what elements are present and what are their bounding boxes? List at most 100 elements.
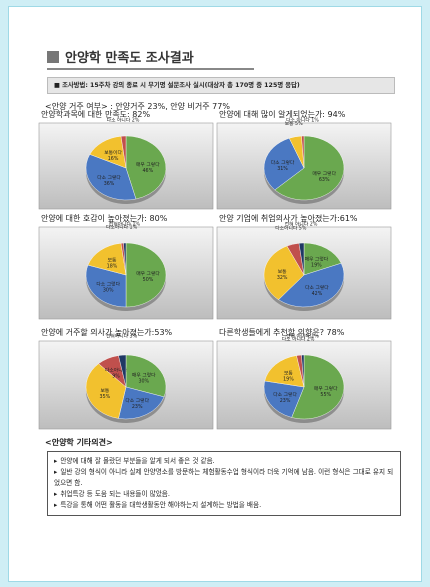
slice-value-label: 5% (299, 226, 307, 232)
slice-category: 다소 그렇다 (125, 397, 149, 404)
slice-value-label: 50% (143, 277, 154, 283)
slice-value-label: 2% (310, 221, 318, 227)
slice-label: 다소 아니다 2% (282, 336, 315, 343)
slice-value-label: 36% (104, 181, 115, 187)
pie-slice (87, 243, 127, 276)
slice-category: 다소 그렇다 (96, 280, 120, 287)
slice-category: 보통이다 (104, 149, 122, 156)
slice-value-label: 16% (108, 156, 119, 162)
slice-category: 다소아니다 (105, 366, 128, 373)
slice-value-label: 31% (277, 166, 288, 172)
slice-value-label: 2% (307, 337, 315, 343)
chart-title: 안양에 대한 호감이 높아졌는가: 80% (41, 213, 168, 223)
pie-slice (85, 154, 137, 201)
pie-slice (118, 386, 165, 420)
pie-slice (291, 354, 345, 420)
slice-label: 보통 35% (100, 388, 111, 400)
slice-value-label: 32% (277, 275, 288, 281)
slice-value-label: 19% (311, 262, 322, 268)
slice-label: 매우 그렇다 30% (132, 372, 156, 385)
pie-slice (125, 354, 167, 398)
pie-slice (303, 242, 342, 276)
slice-category: 전혀아니다 (109, 220, 132, 227)
title-text: 안양학 만족도 조사결과 (65, 51, 194, 66)
slice-value-label: 9% (112, 373, 120, 379)
pie-slice (298, 242, 305, 276)
slice-category: 전혀 아니다 (285, 220, 309, 227)
chart-title: 안양학과목에 대한 만족도: 82% (41, 109, 150, 119)
opinion-item: 특강을 통해 어떤 활동을 대학생활동안 해야하는지 설계하는 방법을 배움. (54, 500, 394, 511)
slice-category: 다소 그렇다 (271, 159, 295, 166)
slice-value-label: 42% (312, 291, 323, 297)
slice-value-label: 23% (132, 404, 143, 410)
slice-label: 전혀아니다 3% (106, 332, 138, 339)
pie-slice (125, 242, 167, 308)
slice-value-label: 2% (132, 117, 140, 123)
slice-category: 매우 그렇다 (132, 372, 156, 379)
slice-label: 매우 그렇다 50% (136, 270, 160, 283)
slice-value-label: 1% (132, 221, 140, 227)
pie-slice (120, 135, 127, 169)
slice-value-label: 1% (130, 224, 138, 230)
pie-slice (263, 138, 305, 191)
slice-value-label: 46% (142, 168, 153, 174)
slice-value-label: 23% (280, 398, 291, 404)
slice-label: 다소아니다 1% (106, 223, 138, 230)
slice-label: 다소 그렇다 23% (273, 391, 297, 404)
slice-value-label: 18% (107, 263, 118, 269)
slice-category: 매우 그렇다 (314, 385, 338, 392)
slice-category: 보통 (278, 269, 287, 275)
slice-label: 다소 아니다 2% (107, 116, 140, 123)
slice-value-label: 1% (311, 333, 319, 339)
slice-label: 다소아니다 9% (105, 366, 128, 379)
pie-slice (263, 245, 305, 300)
slice-category: 매우 그렇다 (136, 270, 160, 277)
page: 안양학 만족도 조사결과 ■ 조사방법: 15주차 강의 종료 시 무기명 설문… (8, 6, 422, 582)
slice-value-label: 55% (320, 392, 331, 398)
pie-slice (123, 242, 127, 276)
slice-label: 전혀 아니다 1% (286, 332, 319, 339)
pie-slice (264, 355, 305, 388)
slice-category: 보통 (100, 388, 109, 394)
method: ■ 조사방법: 15주차 강의 종료 시 무기명 설문조사 실시(대상자 총 1… (47, 77, 395, 94)
pie-slice (85, 264, 127, 308)
pie-slice (274, 135, 345, 201)
chart-title: 안양에 대해 많이 알게되었는가: 94% (219, 109, 346, 119)
slice-category: 다소 그렇다 (273, 391, 297, 398)
slice-category: 전혀아니다 (106, 332, 129, 339)
pie-slice (301, 354, 305, 388)
slice-category: 다소아니다 (106, 223, 129, 230)
charts: 안양학과목에 대한 만족도: 82%매우 그렇다 46%다소 그렇다 36%보통이다… (38, 109, 392, 430)
opinion-item: 안양에 대해 잘 몰랐던 부분들을 알게 되서 좋은 것 같음. (54, 456, 394, 467)
title: 안양학 만족도 조사결과 (47, 47, 254, 70)
slice-category: 보통 (285, 121, 294, 127)
slice-value-label: 35% (100, 394, 111, 400)
pie-slice (125, 135, 167, 200)
slice-label: 매우 그렇다 46% (136, 161, 160, 174)
opinion-item: 일반 강의 형식이 아니라 실제 안양명소를 방문하는 체험활동수업 형식이라 … (54, 467, 394, 489)
slice-category: 보통 (108, 257, 117, 263)
chart-title: 안양에 거주할 의사가 높아졌는가:53% (41, 327, 173, 337)
slice-label: 매우 그렇다 55% (314, 385, 338, 398)
slice-category: 다소 그렇다 (305, 284, 329, 291)
pie-slice (278, 262, 345, 308)
slice-value-label: 19% (283, 377, 294, 383)
pie-slice (263, 380, 305, 418)
slice-label: 다소아니다 5% (275, 225, 307, 232)
slice-label: 다소 그렇다 31% (271, 159, 295, 172)
slice-label: 보통 32% (277, 269, 288, 281)
slice-value-label: 30% (138, 379, 149, 385)
slice-label: 보통 19% (283, 371, 294, 383)
slice-category: 전혀 아니다 (286, 332, 310, 339)
slice-label: 다소 그렇다 42% (305, 284, 329, 297)
slice-category: 보통 (284, 371, 293, 377)
slice-label: 매우 그렇다 19% (305, 255, 329, 268)
slice-value-label: 1% (311, 117, 319, 123)
slice-category: 매우 그렇다 (305, 255, 329, 262)
chart-title: 다른학생들에게 추천할 의향은? 78% (219, 327, 345, 337)
opinions: 안양에 대해 잘 몰랐던 부분들을 알게 되서 좋은 것 같음.일반 강의 형식… (47, 451, 401, 516)
slice-category: 매우 그렇다 (136, 161, 160, 168)
slice-value-label: 30% (103, 287, 114, 293)
chart-title: 안양 기업에 취업의사가 높아졌는가:61% (219, 213, 358, 223)
opinion-item: 취업특강 등 도움 되는 내용들이 많았음. (54, 489, 394, 500)
